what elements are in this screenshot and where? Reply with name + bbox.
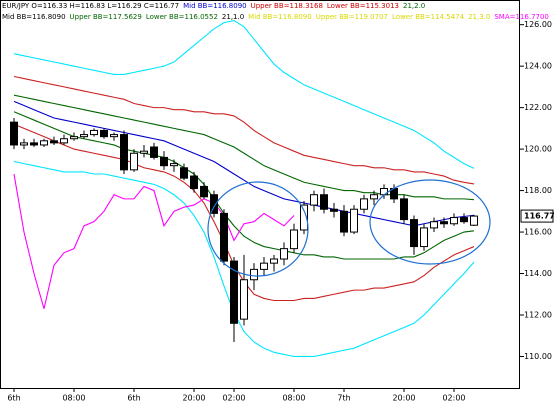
y-tick-label: 124.00 xyxy=(524,62,552,71)
x-tick-label: 02:00 xyxy=(222,394,245,403)
candle-body xyxy=(430,221,438,229)
candle-body xyxy=(460,217,468,223)
y-tick-label: 116.00 xyxy=(524,228,552,237)
candle-body xyxy=(440,221,448,225)
candle-body xyxy=(350,208,358,233)
candle-body xyxy=(160,156,168,167)
y-tick-label: 114.00 xyxy=(524,269,552,278)
candle-body xyxy=(40,140,48,146)
candle-body xyxy=(320,194,328,210)
candle-body xyxy=(290,229,298,250)
axis-layer: 110.00 112.00 114.00 116.00 118.00 120.00 122.… xyxy=(7,20,554,402)
candle-body xyxy=(140,150,148,154)
candle-body xyxy=(300,204,308,231)
candle-body xyxy=(400,198,408,221)
candle-body xyxy=(70,136,78,140)
header-text: 21,1.0 xyxy=(222,13,244,21)
highlight-ellipse xyxy=(207,181,309,277)
header-text: Upper BB=117.5629 xyxy=(70,13,142,21)
candle-body xyxy=(210,194,218,214)
header-text: Mid BB=116.8090 xyxy=(2,13,66,21)
candle-body xyxy=(450,217,458,225)
candle-layer xyxy=(10,117,478,342)
current-price-label: 116.77 xyxy=(524,212,554,221)
candle-body xyxy=(340,210,348,233)
candle-body xyxy=(100,129,108,138)
header-text: Mid BB=116.8090 xyxy=(183,2,247,10)
y-tick-label: 110.00 xyxy=(524,352,552,361)
header-text: EUR/JPY O=116.33 H=116.83 L=116.29 C=116… xyxy=(2,2,179,10)
candle-body xyxy=(120,134,128,171)
header-text: Upper BB=119.0707 xyxy=(316,13,388,21)
indicator-line xyxy=(13,111,475,260)
candle-body xyxy=(240,279,248,320)
indicator-line xyxy=(13,173,295,309)
indicator-layer xyxy=(13,19,475,358)
x-tick-label: 6th xyxy=(127,394,140,403)
header-text: Lower BB=114.5474 xyxy=(392,13,465,21)
x-tick-label: 20:00 xyxy=(392,394,415,403)
x-tick-label: 7th xyxy=(337,394,350,403)
candle-body xyxy=(310,194,318,206)
indicator-line xyxy=(13,75,475,185)
y-tick-label: 112.00 xyxy=(524,311,552,320)
header-text: Upper BB=118.3168 xyxy=(251,2,323,10)
x-tick-label: 08:00 xyxy=(62,394,85,403)
candle-body xyxy=(60,138,68,144)
candle-body xyxy=(420,227,428,248)
candle-body xyxy=(90,129,98,136)
candle-body xyxy=(80,134,88,138)
candle-body xyxy=(200,185,208,198)
candle-body xyxy=(110,134,118,138)
candle-body xyxy=(150,146,158,158)
current-price-box xyxy=(520,209,554,223)
header-text: Mid BB=116.8090 xyxy=(248,13,312,21)
indicator-line xyxy=(13,161,475,358)
header-text: 21,2.0 xyxy=(403,2,425,10)
y-tick-label: 120.00 xyxy=(524,145,552,154)
candle-body xyxy=(270,258,278,264)
candle-body xyxy=(170,163,178,167)
candle-body xyxy=(370,194,378,200)
header-text: Lower BB=116.0552 xyxy=(146,13,218,21)
y-tick-label: 126.00 xyxy=(524,20,552,29)
indicator-line xyxy=(13,100,475,227)
header-text: 1,-20,1 xyxy=(553,13,554,21)
header-text: SMA=116.7700 xyxy=(494,13,549,21)
candle-body xyxy=(260,262,268,270)
candle-body xyxy=(410,219,418,248)
candle-body xyxy=(130,152,138,171)
y-tick-label: 118.00 xyxy=(524,186,552,195)
x-tick-label: 6th xyxy=(7,394,20,403)
candle-body xyxy=(360,198,368,210)
plot-frame xyxy=(0,0,520,389)
candle-body xyxy=(190,175,198,190)
header-text: 21,3.0 xyxy=(468,13,490,21)
x-tick-label: 02:00 xyxy=(442,394,465,403)
candle-body xyxy=(280,248,288,260)
candle-body xyxy=(230,260,238,324)
header-text: Lower BB=115.3013 xyxy=(327,2,399,10)
candle-body xyxy=(10,121,18,146)
x-tick-label: 08:00 xyxy=(282,394,305,403)
candle-body xyxy=(30,142,38,146)
candle-body xyxy=(330,208,338,212)
x-tick-label: 20:00 xyxy=(182,394,205,403)
candle-body xyxy=(20,142,28,146)
header: EUR/JPY O=116.33 H=116.83 L=116.29 C=116… xyxy=(2,2,554,21)
highlight-ellipse xyxy=(369,179,491,265)
candle-body xyxy=(470,215,478,226)
candle-body xyxy=(220,212,228,262)
candle-body xyxy=(180,167,188,179)
y-tick-label: 122.00 xyxy=(524,103,552,112)
candle-body xyxy=(50,140,58,144)
candle-body xyxy=(250,268,258,281)
indicator-line xyxy=(13,19,475,169)
